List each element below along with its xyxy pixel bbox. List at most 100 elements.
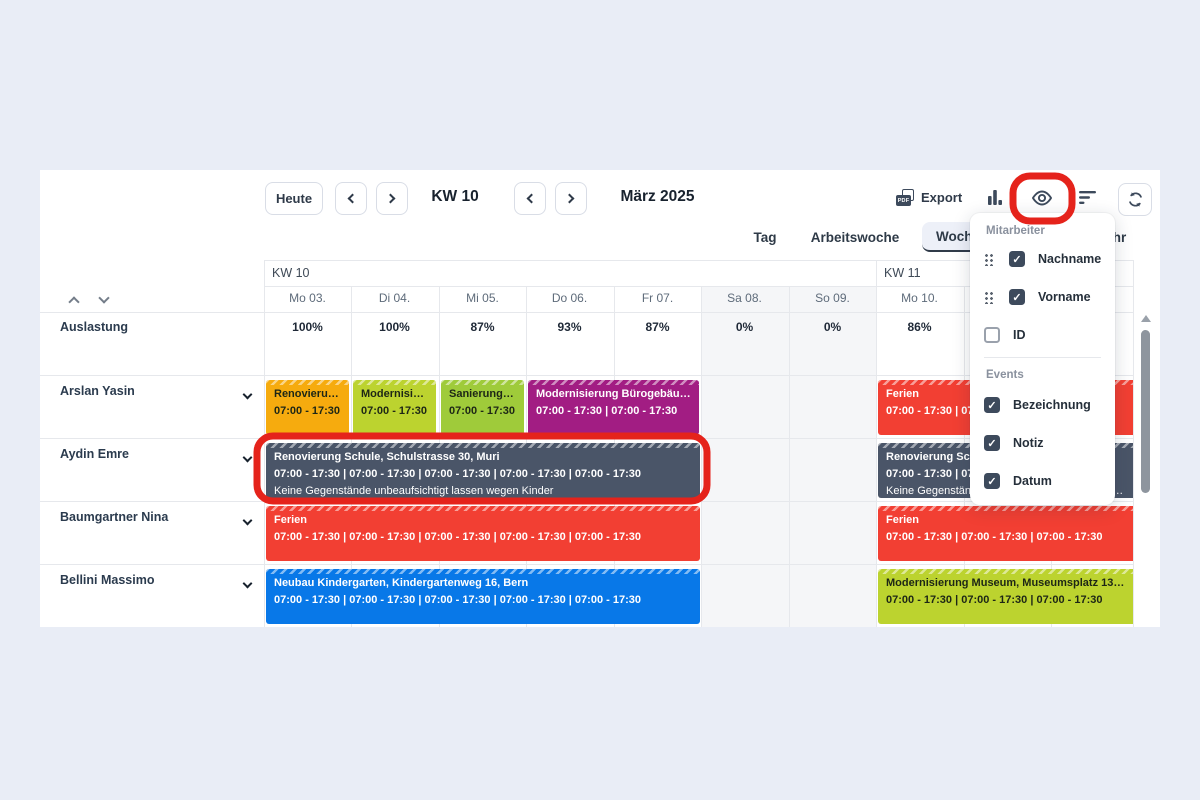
section-title-mitarbeiter: Mitarbeiter bbox=[986, 225, 1045, 237]
event-title: Modernisierung Bürogebäude, ... bbox=[536, 388, 691, 400]
utilization-row-label: Auslastung bbox=[60, 320, 129, 334]
event-title: Sanierung Kr... bbox=[449, 388, 516, 400]
event-times: 07:00 - 17:30 | 07:00 - 17:30 | 07:00 - … bbox=[274, 468, 641, 480]
event-title: Modernisieru... bbox=[361, 388, 428, 400]
day-header: Do 06. bbox=[551, 291, 588, 305]
drag-handle-icon[interactable] bbox=[984, 290, 993, 304]
employee-name: Aydin Emre bbox=[60, 447, 130, 461]
day-header: Mi 05. bbox=[466, 291, 499, 305]
menu-item-nachname[interactable]: ✓ Nachname bbox=[970, 247, 1115, 271]
event-title: Ferien bbox=[274, 514, 308, 526]
chevron-right-icon bbox=[564, 193, 575, 204]
event-title: Renovierung ... bbox=[274, 388, 341, 400]
eye-icon bbox=[1031, 190, 1053, 206]
chevron-left-icon bbox=[526, 193, 537, 204]
menu-item-bezeichnung[interactable]: ✓ Bezeichnung bbox=[970, 393, 1115, 417]
employee-name: Arslan Yasin bbox=[60, 384, 135, 398]
grid-line bbox=[789, 286, 790, 627]
menu-item-vorname[interactable]: ✓ Vorname bbox=[970, 285, 1115, 309]
utilization-value: 0% bbox=[735, 320, 754, 334]
refresh-icon bbox=[1128, 192, 1142, 207]
pdf-export-icon: PDF bbox=[896, 189, 914, 206]
bar-chart-icon bbox=[988, 190, 1002, 205]
day-header: Di 04. bbox=[378, 291, 411, 305]
scheduler-panel: Heute KW 10 März 2025 PDF Export bbox=[40, 170, 1160, 627]
event-title: Ferien bbox=[886, 514, 920, 526]
statistics-button[interactable] bbox=[986, 188, 1004, 206]
event-title: Renovierung Schule, Schulstrasse 30, Mur… bbox=[274, 451, 500, 463]
event-times: 07:00 - 17:30 bbox=[449, 405, 516, 417]
event-times: 07:00 - 17:30 | 07:00 - 17:30 | 07:00 - … bbox=[886, 594, 1103, 606]
employee-name: Bellini Massimo bbox=[60, 573, 155, 587]
utilization-value: 93% bbox=[557, 320, 582, 334]
checkbox-unchecked-icon[interactable] bbox=[984, 327, 1000, 343]
chevron-down-icon bbox=[98, 292, 110, 304]
utilization-value: 87% bbox=[470, 320, 495, 334]
export-button[interactable]: PDF Export bbox=[896, 189, 962, 206]
sort-button[interactable] bbox=[1078, 190, 1097, 205]
previous-month-button[interactable] bbox=[514, 182, 546, 215]
next-month-button[interactable] bbox=[555, 182, 587, 215]
event[interactable]: Sanierung Kr... 07:00 - 17:30 bbox=[441, 380, 524, 435]
grid-line bbox=[1133, 260, 1134, 627]
checkbox-checked-icon[interactable]: ✓ bbox=[984, 435, 1000, 451]
checkbox-checked-icon[interactable]: ✓ bbox=[1009, 251, 1025, 267]
menu-item-id[interactable]: ID bbox=[970, 323, 1115, 347]
refresh-button[interactable] bbox=[1118, 183, 1152, 216]
day-header: Mo 10. bbox=[901, 291, 938, 305]
event-title: Neubau Kindergarten, Kindergartenweg 16,… bbox=[274, 577, 529, 589]
menu-item-datum[interactable]: ✓ Datum bbox=[970, 469, 1115, 493]
event-note: Keine Gegenstände unbeaufsichtigt lassen… bbox=[274, 485, 554, 497]
day-header: So 09. bbox=[815, 291, 850, 305]
next-week-button[interactable] bbox=[376, 182, 408, 215]
event-times: 07:00 - 17:30 bbox=[274, 405, 341, 417]
utilization-value: 100% bbox=[292, 320, 323, 334]
event-title: Modernisierung Museum, Museumsplatz 13, … bbox=[886, 577, 1125, 589]
week-group-kw10: KW 10 bbox=[272, 266, 310, 280]
menu-divider bbox=[984, 357, 1101, 358]
event-times: 07:00 - 17:30 | 07:00 - 17:30 bbox=[536, 405, 678, 417]
grid-line bbox=[264, 260, 1133, 261]
previous-week-button[interactable] bbox=[335, 182, 367, 215]
event-times: 07:00 - 17:30 | 07:00 - 17:30 | 07:00 - … bbox=[274, 531, 641, 543]
event[interactable]: Neubau Kindergarten, Kindergartenweg 16,… bbox=[266, 569, 700, 624]
today-button[interactable]: Heute bbox=[265, 182, 323, 215]
visibility-options-button[interactable] bbox=[1029, 186, 1055, 210]
day-header: Sa 08. bbox=[727, 291, 762, 305]
sort-down-control[interactable] bbox=[98, 289, 110, 307]
utilization-value: 0% bbox=[823, 320, 842, 334]
day-header: Mo 03. bbox=[289, 291, 326, 305]
event-times: 07:00 - 17:30 | 07:00 - 17:30 | 07:00 - … bbox=[274, 594, 641, 606]
menu-item-notiz[interactable]: ✓ Notiz bbox=[970, 431, 1115, 455]
grid-line bbox=[40, 312, 1133, 313]
utilization-value: 100% bbox=[379, 320, 410, 334]
day-header: Fr 07. bbox=[641, 291, 674, 305]
export-label: Export bbox=[921, 190, 963, 205]
event[interactable]: Modernisierung Museum, Museumsplatz 13, … bbox=[878, 569, 1133, 624]
section-title-events: Events bbox=[986, 369, 1024, 381]
event[interactable]: Ferien 07:00 - 17:30 | 07:00 - 17:30 | 0… bbox=[878, 506, 1133, 561]
weekend-column-shading bbox=[701, 286, 876, 627]
drag-handle-icon[interactable] bbox=[984, 252, 993, 266]
tab-tag[interactable]: Tag bbox=[753, 229, 777, 245]
month-title: März 2025 bbox=[620, 188, 695, 205]
grid-line bbox=[40, 564, 1133, 565]
tab-arbeitswoche[interactable]: Arbeitswoche bbox=[810, 229, 900, 245]
vertical-scrollbar[interactable] bbox=[1141, 330, 1150, 493]
event-times: 07:00 - 17:30 | 07:00 - 17:30 | 07:00 - … bbox=[886, 531, 1103, 543]
event[interactable]: Ferien 07:00 - 17:30 | 07:00 - 17:30 | 0… bbox=[266, 506, 700, 561]
calendar-week-title: KW 10 bbox=[431, 188, 479, 205]
checkbox-checked-icon[interactable]: ✓ bbox=[1009, 289, 1025, 305]
event[interactable]: Renovierung ... 07:00 - 17:30 bbox=[266, 380, 349, 435]
checkbox-checked-icon[interactable]: ✓ bbox=[984, 397, 1000, 413]
event-annotated[interactable]: Renovierung Schule, Schulstrasse 30, Mur… bbox=[266, 443, 700, 498]
event[interactable]: Modernisierung Bürogebäude, ... 07:00 - … bbox=[528, 380, 699, 435]
grid-line bbox=[40, 375, 1133, 376]
visibility-options-dropdown: Mitarbeiter ✓ Nachname ✓ Vorname ID Even… bbox=[970, 213, 1115, 505]
scrollbar-up-arrow[interactable] bbox=[1141, 315, 1151, 322]
event-times: 07:00 - 17:30 bbox=[361, 405, 428, 417]
checkbox-checked-icon[interactable]: ✓ bbox=[984, 473, 1000, 489]
sort-up-control[interactable] bbox=[68, 293, 80, 311]
event[interactable]: Modernisieru... 07:00 - 17:30 bbox=[353, 380, 436, 435]
